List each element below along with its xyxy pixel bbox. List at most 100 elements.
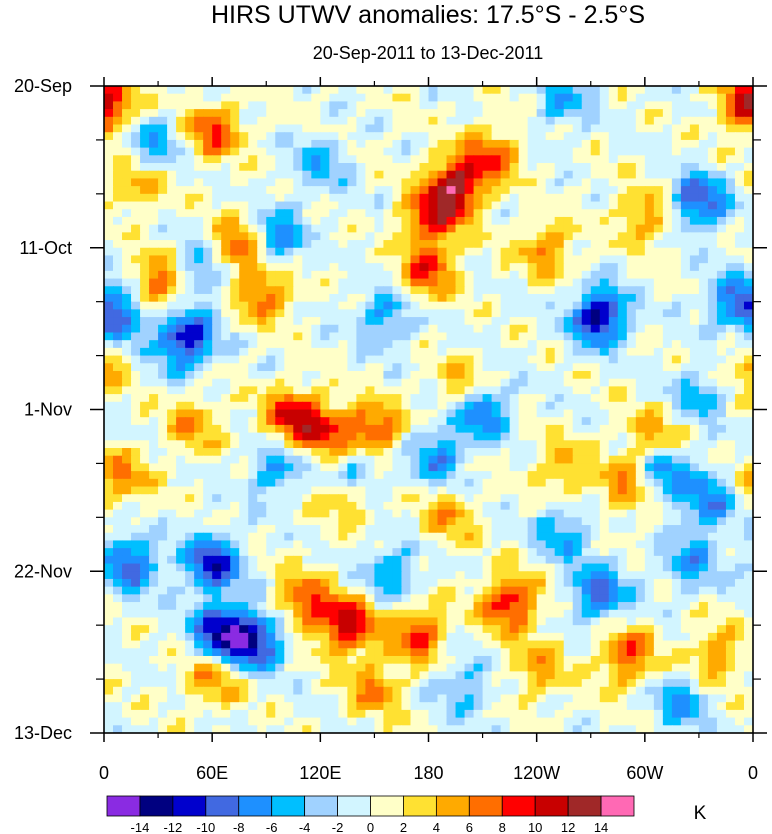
heatmap-cell [365, 455, 376, 465]
heatmap-cell [149, 517, 159, 526]
heatmap-cell [194, 602, 204, 611]
heatmap-cell [365, 417, 376, 426]
heatmap-cell [617, 263, 628, 272]
heatmap-cell [455, 478, 466, 488]
heatmap-cell [419, 247, 430, 257]
heatmap-cell [680, 409, 691, 418]
heatmap-cell [122, 116, 132, 126]
heatmap-cell [419, 394, 430, 403]
heatmap-cell [275, 386, 285, 395]
heatmap-cell [662, 602, 673, 611]
heatmap-cell [176, 186, 186, 195]
heatmap-cell [275, 594, 285, 603]
heatmap-cell [212, 209, 222, 218]
heatmap-cell [509, 440, 520, 449]
heatmap-cell [743, 540, 753, 549]
heatmap-cell [194, 471, 204, 480]
heatmap-cell [554, 317, 565, 326]
heatmap-cell [590, 186, 601, 195]
heatmap-cell [491, 155, 502, 164]
heatmap-cell [140, 555, 150, 565]
heatmap-cell [509, 278, 520, 287]
heatmap-cell [284, 540, 294, 549]
heatmap-cell [518, 216, 529, 226]
heatmap-cell [131, 201, 141, 210]
heatmap-cell [140, 540, 150, 549]
heatmap-cell [563, 186, 574, 195]
heatmap-cell [590, 224, 601, 233]
heatmap-cell [401, 324, 412, 334]
heatmap-cell [473, 455, 484, 465]
heatmap-cell [743, 116, 753, 126]
heatmap-cell [392, 93, 403, 102]
heatmap-cell [590, 578, 601, 588]
heatmap-cell [419, 309, 430, 318]
heatmap-cell [356, 540, 366, 549]
heatmap-cell [239, 386, 249, 395]
heatmap-cell [707, 139, 718, 149]
heatmap-cell [266, 93, 276, 102]
heatmap-cell [221, 494, 231, 503]
heatmap-cell [428, 509, 439, 518]
heatmap-cell [473, 93, 484, 102]
heatmap-cell [221, 347, 231, 357]
heatmap-cell [527, 209, 538, 218]
heatmap-cell [410, 471, 421, 480]
heatmap-cell [230, 355, 240, 364]
heatmap-cell [185, 124, 195, 133]
heatmap-cell [392, 324, 403, 334]
heatmap-cell [527, 147, 538, 156]
heatmap-cell [266, 609, 276, 619]
heatmap-cell [545, 448, 556, 457]
heatmap-cell [545, 247, 556, 257]
heatmap-cell [743, 609, 753, 619]
heatmap-cell [500, 286, 511, 295]
heatmap-cell [446, 116, 457, 126]
heatmap-cell [455, 494, 466, 503]
heatmap-cell [122, 571, 132, 580]
heatmap-cell [545, 378, 556, 387]
heatmap-cell [626, 201, 637, 210]
heatmap-cell [104, 571, 114, 580]
heatmap-cell [527, 278, 538, 287]
heatmap-cell [302, 448, 312, 457]
heatmap-cell [581, 455, 592, 465]
heatmap-cell [113, 293, 123, 303]
heatmap-cell [194, 440, 204, 449]
heatmap-cell [365, 586, 376, 595]
heatmap-cell [518, 571, 529, 580]
heatmap-cell [500, 147, 511, 156]
heatmap-cell [374, 132, 385, 141]
heatmap-cell [293, 293, 303, 303]
heatmap-cell [536, 578, 547, 588]
heatmap-cell [113, 594, 123, 603]
heatmap-cell [671, 255, 682, 264]
heatmap-cell [662, 494, 673, 503]
heatmap-cell [302, 494, 312, 503]
heatmap-cell [194, 424, 204, 434]
heatmap-cell [644, 602, 655, 611]
heatmap-cell [545, 347, 556, 357]
heatmap-cell [608, 170, 619, 180]
heatmap-cell [536, 93, 547, 102]
heatmap-cell [491, 417, 502, 426]
heatmap-cell [293, 255, 303, 264]
heatmap-cell [653, 540, 664, 549]
heatmap-cell [365, 301, 376, 310]
heatmap-cell [347, 193, 357, 203]
heatmap-cell [140, 386, 150, 395]
heatmap-cell [248, 332, 258, 341]
heatmap-cell [374, 471, 385, 480]
heatmap-cell [419, 301, 430, 310]
heatmap-cell [185, 286, 195, 295]
heatmap-cell [680, 548, 691, 557]
heatmap-cell [302, 424, 312, 434]
heatmap-cell [401, 255, 412, 264]
heatmap-cell [257, 317, 267, 326]
heatmap-cell [104, 486, 114, 495]
heatmap-cell [185, 263, 195, 272]
heatmap-cell [383, 193, 394, 203]
heatmap-cell [113, 586, 123, 595]
heatmap-cell [167, 578, 177, 588]
heatmap-cell [662, 578, 673, 588]
